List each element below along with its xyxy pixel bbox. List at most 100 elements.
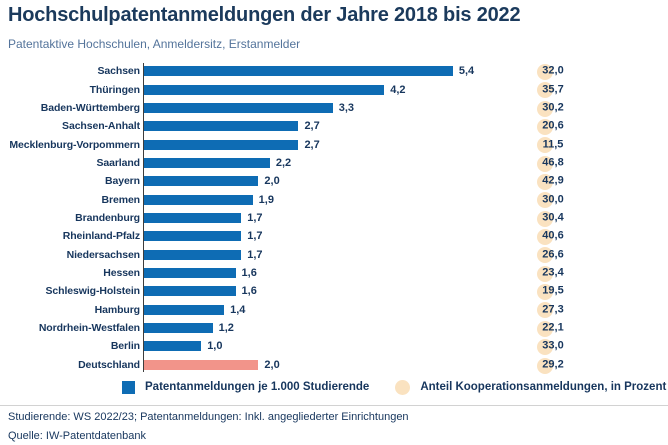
- coop-value-label: 33,0: [542, 339, 564, 352]
- category-label: Nordrhein-Westfalen: [38, 321, 140, 334]
- coop-share: 29,2: [527, 356, 579, 374]
- coop-share: 30,0: [527, 190, 579, 209]
- bar-value-label: 1,9: [258, 193, 274, 206]
- chart-row: Deutschland 2,0 29,2: [0, 356, 668, 374]
- coop-circle: [537, 302, 553, 319]
- coop-circle: [537, 82, 553, 99]
- coop-circle: [537, 229, 553, 246]
- chart-row: Bremen 1,9 30,0: [0, 190, 668, 209]
- bar: [144, 176, 259, 187]
- bar: [144, 84, 385, 95]
- chart-row: Schleswig-Holstein 1,6 19,5: [0, 282, 668, 301]
- coop-share: 32,0: [527, 62, 579, 80]
- coop-value-label: 20,6: [542, 119, 564, 132]
- axis-line: [143, 63, 144, 372]
- bar-value-label: 1,7: [247, 248, 263, 261]
- bar: [144, 231, 242, 242]
- coop-circle: [537, 339, 553, 356]
- legend-bar-swatch: [122, 380, 135, 394]
- bar: [144, 102, 333, 113]
- bar-value-label: 1,2: [218, 321, 234, 334]
- chart-row: Rheinland-Pfalz 1,7 40,6: [0, 227, 668, 246]
- legend-bar-label: Patentanmeldungen je 1.000 Studierende: [145, 381, 370, 393]
- category-label: Deutschland: [78, 358, 140, 371]
- coop-share: 23,4: [527, 264, 579, 282]
- coop-circle: [537, 320, 553, 337]
- chart-row: Hessen 1,6 23,4: [0, 264, 668, 282]
- coop-value-label: 46,8: [542, 156, 564, 169]
- coop-circle: [537, 284, 553, 301]
- bar-value-label: 2,2: [275, 156, 292, 169]
- chart-row: Niedersachsen 1,7 26,6: [0, 245, 668, 264]
- chart-row: Hamburg 1,4 27,3: [0, 300, 668, 319]
- coop-circle: [537, 100, 553, 117]
- coop-share: 30,4: [527, 209, 579, 227]
- coop-circle: [537, 192, 553, 209]
- category-label: Saarland: [96, 156, 140, 169]
- coop-value-label: 40,6: [542, 229, 564, 242]
- category-label: Bremen: [101, 193, 141, 206]
- coop-circle: [537, 210, 553, 227]
- coop-value-label: 30,2: [542, 101, 564, 114]
- coop-value-label: 23,4: [542, 266, 564, 279]
- bar-value-label: 1,6: [241, 285, 257, 298]
- coop-value-label: 26,6: [542, 248, 564, 261]
- coop-value-label: 30,4: [542, 211, 564, 224]
- coop-value-label: 30,0: [542, 193, 564, 206]
- chart-rows: Sachsen 5,4 32,0 Thüringen 4,2 35,7 Baden-Würt…: [0, 62, 668, 374]
- bar-value-label: 4,2: [390, 83, 406, 96]
- bar: [144, 341, 202, 352]
- coop-circle: [537, 357, 553, 374]
- coop-share: 46,8: [527, 154, 579, 172]
- coop-circle: [537, 174, 553, 191]
- bar: [144, 304, 225, 315]
- bar-value-label: 1,0: [207, 340, 223, 353]
- coop-circle: [537, 247, 553, 264]
- coop-value-label: 35,7: [542, 83, 564, 96]
- page-title: Hochschulpatentanmeldungen der Jahre 201…: [8, 4, 521, 26]
- bar-value-label: 2,0: [264, 358, 280, 371]
- coop-value-label: 22,1: [542, 321, 564, 334]
- legend: Patentanmeldungen je 1.000 Studierende A…: [122, 379, 666, 395]
- bar: [144, 194, 253, 205]
- page-subtitle: Patentaktive Hochschulen, Anmeldersitz, …: [8, 37, 301, 51]
- category-label: Hessen: [103, 266, 140, 279]
- coop-share: 26,6: [527, 245, 579, 264]
- bar: [144, 66, 453, 77]
- coop-share: 27,3: [527, 300, 579, 319]
- category-label: Sachsen: [97, 65, 141, 78]
- coop-value-label: 29,2: [542, 358, 564, 371]
- chart-row: Bayern 2,0 42,9: [0, 172, 668, 191]
- coop-circle: [537, 265, 553, 282]
- bar: [144, 249, 242, 260]
- chart-row: Thüringen 4,2 35,7: [0, 80, 668, 99]
- bar-value-label: 2,7: [304, 120, 320, 133]
- category-label: Bayern: [104, 175, 140, 188]
- legend-circle-label: Anteil Kooperationsanmeldungen, in Proze…: [420, 381, 667, 393]
- bar-value-label: 2,0: [264, 175, 280, 188]
- chart-row: Nordrhein-Westfalen 1,2 22,1: [0, 319, 668, 337]
- category-label: Niedersachsen: [66, 248, 141, 261]
- coop-share: 11,5: [527, 135, 579, 154]
- bar-value-label: 1,7: [247, 211, 263, 224]
- coop-value-label: 32,0: [542, 64, 564, 77]
- coop-share: 19,5: [527, 282, 579, 301]
- bar-value-label: 1,6: [241, 266, 257, 279]
- coop-value-label: 19,5: [542, 284, 564, 297]
- coop-circle: [537, 119, 553, 136]
- source-line: Quelle: IW-Patentdatenbank: [8, 430, 146, 442]
- bar: [144, 212, 242, 223]
- chart-row: Mecklenburg-Vorpommern 2,7 11,5: [0, 135, 668, 154]
- coop-circle: [537, 155, 553, 172]
- coop-circle: [537, 64, 553, 80]
- footer-divider: [0, 405, 668, 406]
- category-label: Sachsen-Anhalt: [62, 120, 140, 133]
- coop-value-label: 42,9: [542, 174, 564, 187]
- bar: [144, 157, 270, 168]
- bar-value-label: 2,7: [304, 138, 320, 151]
- chart-row: Saarland 2,2 46,8: [0, 154, 668, 172]
- coop-share: 20,6: [527, 117, 579, 136]
- coop-share: 35,7: [527, 80, 579, 99]
- coop-share: 22,1: [527, 319, 579, 337]
- chart-row: Berlin 1,0 33,0: [0, 337, 668, 356]
